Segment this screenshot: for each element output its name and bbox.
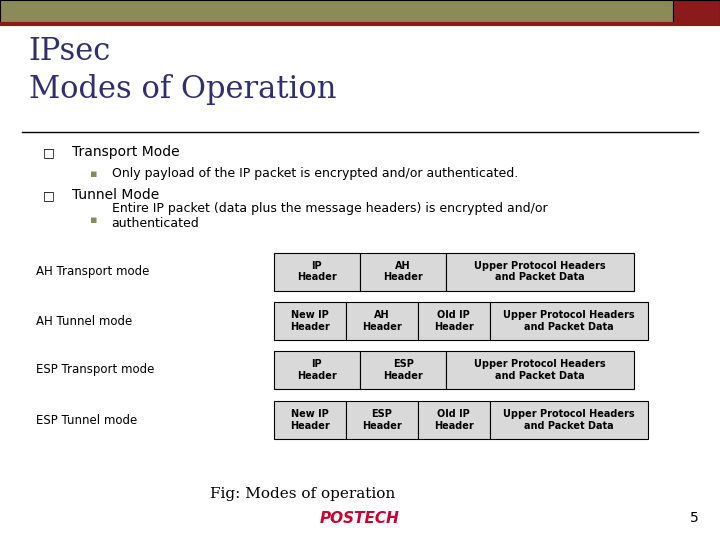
Text: IP
Header: IP Header — [297, 261, 337, 282]
Text: POSTECH: POSTECH — [320, 511, 400, 526]
Text: ▪: ▪ — [90, 215, 97, 225]
FancyBboxPatch shape — [418, 302, 490, 340]
FancyBboxPatch shape — [360, 351, 446, 389]
Text: □: □ — [43, 189, 55, 202]
Text: 5: 5 — [690, 511, 698, 525]
Text: Modes of Operation: Modes of Operation — [29, 75, 336, 105]
Text: ESP
Header: ESP Header — [361, 409, 402, 431]
Text: AH
Header: AH Header — [361, 310, 402, 332]
Text: Old IP
Header: Old IP Header — [433, 310, 474, 332]
FancyBboxPatch shape — [360, 253, 446, 291]
FancyBboxPatch shape — [274, 302, 346, 340]
Text: Tunnel Mode: Tunnel Mode — [72, 188, 159, 202]
FancyBboxPatch shape — [346, 302, 418, 340]
FancyBboxPatch shape — [418, 401, 490, 439]
Text: ▪: ▪ — [90, 169, 97, 179]
Text: Fig: Modes of operation: Fig: Modes of operation — [210, 487, 395, 501]
Text: ESP Transport mode: ESP Transport mode — [36, 363, 154, 376]
FancyBboxPatch shape — [346, 401, 418, 439]
Text: □: □ — [43, 146, 55, 159]
Text: Upper Protocol Headers
and Packet Data: Upper Protocol Headers and Packet Data — [474, 359, 606, 381]
FancyBboxPatch shape — [274, 351, 360, 389]
Text: Upper Protocol Headers
and Packet Data: Upper Protocol Headers and Packet Data — [474, 261, 606, 282]
Text: Upper Protocol Headers
and Packet Data: Upper Protocol Headers and Packet Data — [503, 310, 634, 332]
Text: Upper Protocol Headers
and Packet Data: Upper Protocol Headers and Packet Data — [503, 409, 634, 431]
Text: New IP
Header: New IP Header — [289, 409, 330, 431]
FancyBboxPatch shape — [673, 0, 720, 24]
FancyBboxPatch shape — [274, 253, 360, 291]
FancyBboxPatch shape — [0, 0, 673, 24]
FancyBboxPatch shape — [490, 401, 648, 439]
FancyBboxPatch shape — [446, 253, 634, 291]
FancyBboxPatch shape — [490, 302, 648, 340]
Text: Old IP
Header: Old IP Header — [433, 409, 474, 431]
Text: Entire IP packet (data plus the message headers) is encrypted and/or
authenticat: Entire IP packet (data plus the message … — [112, 202, 547, 230]
Text: ESP
Header: ESP Header — [383, 359, 423, 381]
Text: AH Transport mode: AH Transport mode — [36, 265, 149, 278]
FancyBboxPatch shape — [446, 351, 634, 389]
FancyBboxPatch shape — [274, 401, 346, 439]
Text: New IP
Header: New IP Header — [289, 310, 330, 332]
Text: AH Tunnel mode: AH Tunnel mode — [36, 315, 132, 328]
Text: IPsec: IPsec — [29, 37, 111, 68]
Text: IP
Header: IP Header — [297, 359, 337, 381]
Text: AH
Header: AH Header — [383, 261, 423, 282]
Text: Only payload of the IP packet is encrypted and/or authenticated.: Only payload of the IP packet is encrypt… — [112, 167, 518, 180]
Text: Transport Mode: Transport Mode — [72, 145, 179, 159]
Text: ESP Tunnel mode: ESP Tunnel mode — [36, 414, 138, 427]
